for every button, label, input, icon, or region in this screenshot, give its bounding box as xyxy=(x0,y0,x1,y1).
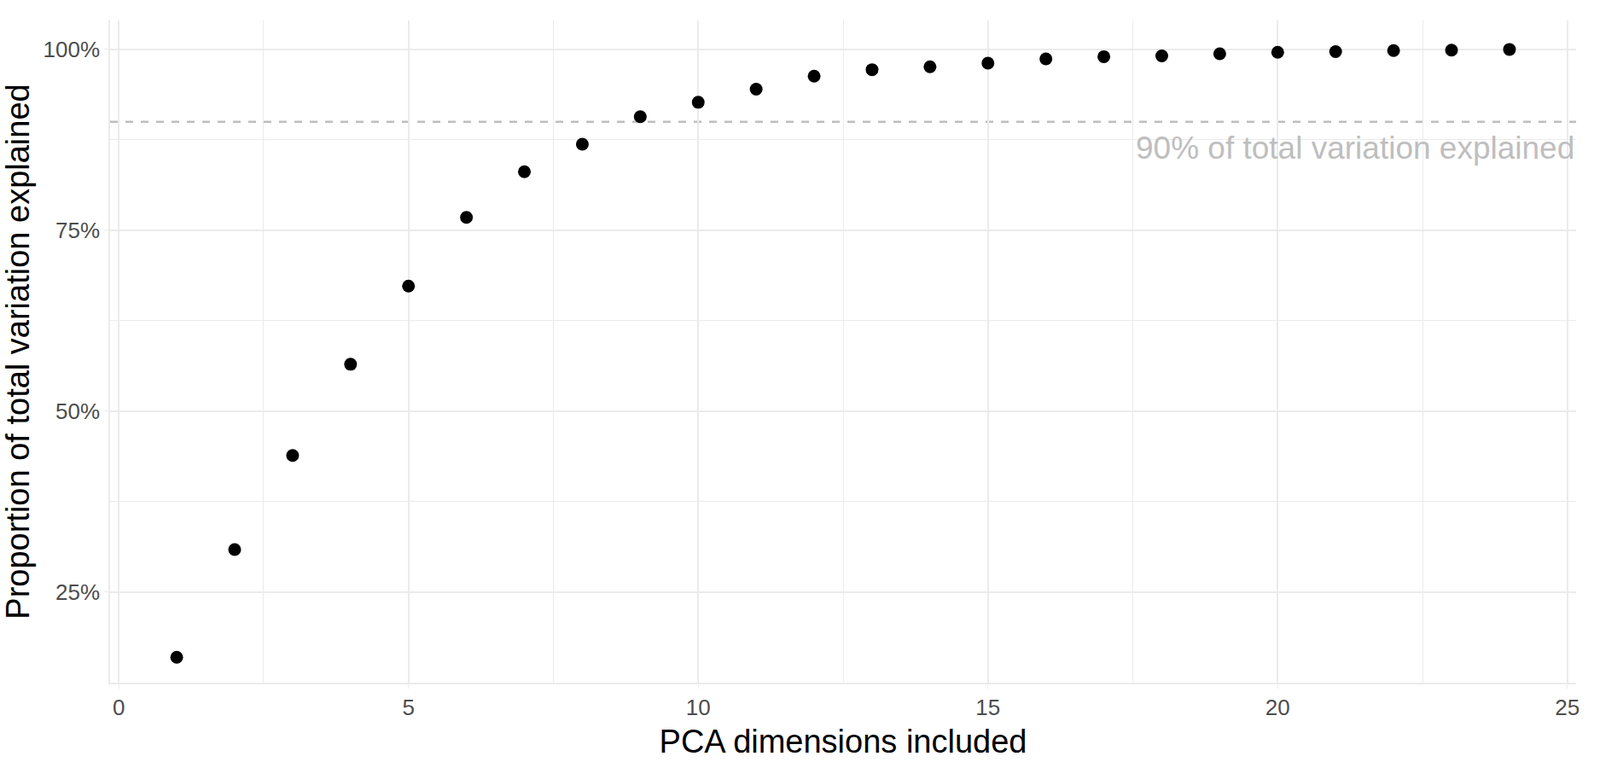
svg-text:20: 20 xyxy=(1265,694,1291,721)
svg-text:75%: 75% xyxy=(55,217,100,244)
svg-text:15: 15 xyxy=(975,694,1001,721)
svg-text:10: 10 xyxy=(686,694,711,721)
svg-text:25%: 25% xyxy=(55,579,100,606)
svg-text:5: 5 xyxy=(401,694,414,721)
svg-text:90% of total variation explain: 90% of total variation explained xyxy=(1135,130,1575,166)
svg-text:PCA dimensions included: PCA dimensions included xyxy=(659,723,1028,760)
svg-text:100%: 100% xyxy=(43,36,101,63)
svg-text:0: 0 xyxy=(112,694,125,721)
svg-text:50%: 50% xyxy=(55,398,100,425)
svg-text:Proportion of total variation: Proportion of total variation explained xyxy=(0,83,36,619)
svg-text:25: 25 xyxy=(1554,694,1580,721)
